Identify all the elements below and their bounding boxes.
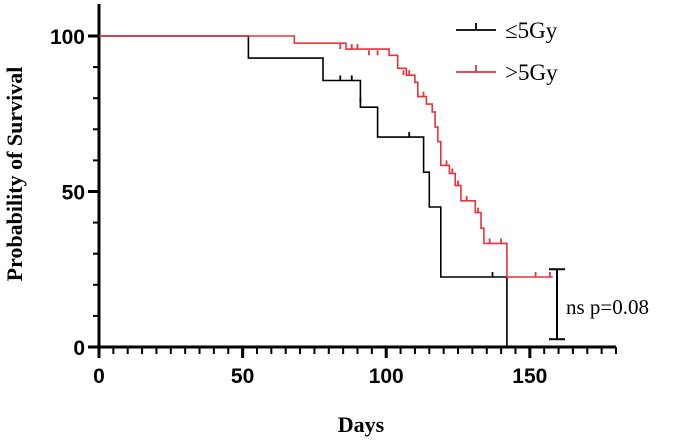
significance-label: ns p=0.08 xyxy=(566,295,649,319)
legend: ≤5Gy >5Gy xyxy=(456,18,558,85)
legend-label: ≤5Gy xyxy=(505,18,558,43)
annotation: ns p=0.08 xyxy=(549,268,649,341)
y-tick-label: 50 xyxy=(62,182,85,205)
x-tick-label: 100 xyxy=(369,365,404,388)
series-line-low-dose xyxy=(99,35,508,347)
x-axis-label: Days xyxy=(338,412,385,437)
x-tick-label: 50 xyxy=(231,365,254,388)
x-tick-label: 150 xyxy=(512,365,547,388)
axes: 0 50 100 0 50 100 150 xyxy=(50,4,617,388)
legend-label: >5Gy xyxy=(505,60,558,85)
series-layer xyxy=(99,35,553,347)
y-axis-label: Probability of Survival xyxy=(2,67,27,282)
x-tick-label: 0 xyxy=(93,365,105,388)
y-tick-label: 0 xyxy=(73,337,85,360)
y-tick-label: 100 xyxy=(50,26,85,49)
